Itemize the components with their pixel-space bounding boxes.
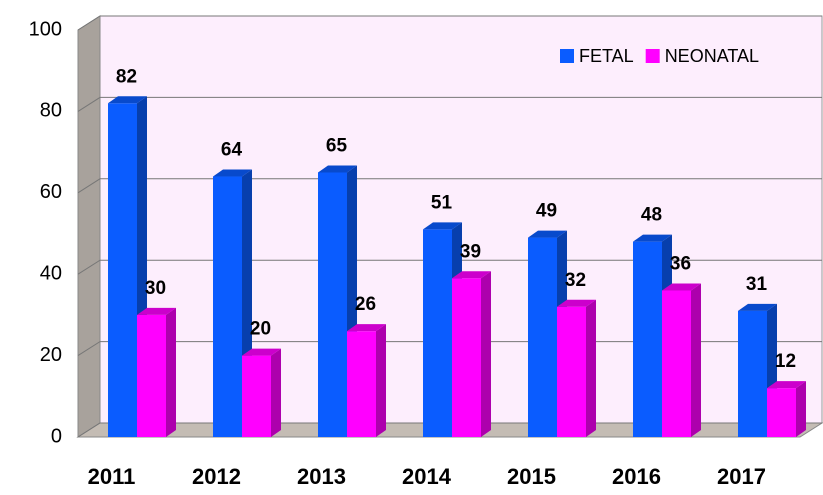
- y-tick-label: 80: [40, 100, 62, 122]
- bar-top: [662, 283, 701, 291]
- bar: [767, 381, 806, 437]
- y-tick-label: 0: [51, 425, 62, 447]
- x-tick-label: 2013: [297, 464, 346, 489]
- data-label: 20: [250, 319, 271, 340]
- legend-swatch: [645, 49, 660, 63]
- legend-label: NEONATAL: [665, 46, 759, 66]
- y-tick-label: 20: [40, 344, 62, 366]
- grid-line: [77, 259, 822, 275]
- bar-top: [452, 271, 491, 279]
- bar-front: [242, 355, 271, 437]
- bar: [347, 324, 386, 437]
- data-label: 12: [775, 351, 796, 372]
- data-label: 49: [536, 201, 557, 222]
- bar: [662, 283, 701, 437]
- bar-side: [166, 307, 176, 437]
- data-label: 48: [641, 205, 662, 226]
- bar: [242, 348, 281, 437]
- side-wall: [77, 15, 101, 438]
- bar-top: [137, 307, 176, 315]
- x-tick-label: 2011: [88, 464, 136, 489]
- bar-top: [528, 230, 567, 238]
- bar-side: [796, 381, 806, 437]
- grid-line: [77, 96, 822, 112]
- bar-front: [108, 103, 137, 437]
- bar-top: [738, 303, 777, 311]
- x-tick-label: 2015: [507, 464, 556, 489]
- bar-front: [767, 388, 796, 437]
- bar-top: [213, 169, 252, 177]
- x-tick-label: 2017: [717, 464, 766, 489]
- data-label: 31: [746, 274, 768, 295]
- bar-front: [738, 310, 767, 437]
- data-label: 65: [326, 135, 348, 156]
- bar: [318, 165, 357, 437]
- data-label: 51: [431, 192, 453, 213]
- bar-front: [213, 176, 242, 437]
- bar-front: [528, 237, 557, 437]
- bar-front: [137, 314, 166, 437]
- bar-front: [452, 278, 481, 437]
- bar-side: [271, 348, 281, 437]
- bar-side: [376, 324, 386, 437]
- bar-top: [633, 234, 672, 242]
- bar-side: [691, 283, 701, 437]
- bar-top: [242, 348, 281, 356]
- bar: [452, 271, 491, 437]
- bar-top: [557, 299, 596, 307]
- bar-top: [318, 165, 357, 173]
- bar-front: [662, 290, 691, 437]
- bar-top: [347, 324, 386, 332]
- data-label: 39: [460, 241, 481, 262]
- bar-side: [481, 271, 491, 437]
- bar-top: [423, 222, 462, 230]
- x-tick-label: 2012: [192, 464, 241, 489]
- data-label: 32: [565, 270, 586, 291]
- bar-side: [586, 299, 596, 437]
- x-tick-label: 2016: [612, 464, 661, 489]
- legend: FETAL NEONATAL: [560, 46, 759, 66]
- bar: [137, 307, 176, 437]
- x-tick-label: 2014: [402, 464, 452, 489]
- bar-front: [633, 241, 662, 437]
- bar-front: [557, 306, 586, 437]
- y-tick-label: 60: [40, 181, 62, 203]
- y-tick-label: 100: [29, 18, 62, 40]
- bar-front: [318, 172, 347, 437]
- bar-top: [108, 96, 147, 104]
- bar-top: [767, 381, 806, 389]
- data-label: 64: [221, 140, 243, 161]
- data-label: 82: [116, 66, 137, 87]
- bar-front: [423, 229, 452, 437]
- data-label: 30: [145, 278, 166, 299]
- grid-line: [77, 178, 822, 194]
- grid-line: [77, 15, 822, 31]
- bar: [557, 299, 596, 437]
- data-label: 36: [670, 253, 691, 274]
- legend-swatch: [560, 49, 574, 63]
- bar-front: [347, 331, 376, 437]
- legend-label: FETAL: [579, 46, 634, 66]
- data-label: 26: [355, 294, 376, 315]
- y-tick-label: 40: [40, 262, 62, 284]
